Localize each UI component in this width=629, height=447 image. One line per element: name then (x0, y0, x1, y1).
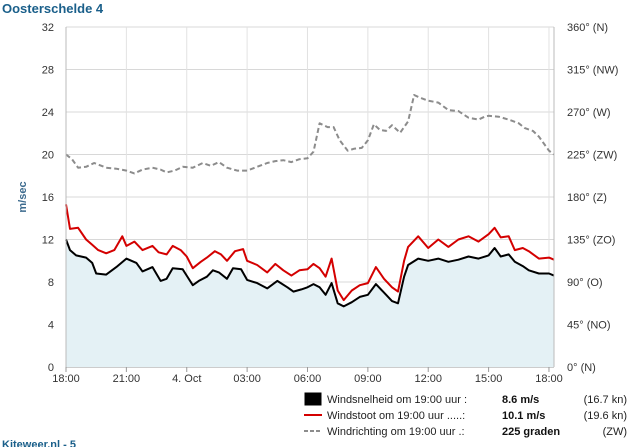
y2-tick-label: 180° (Z) (567, 192, 607, 204)
y-tick-label: 16 (42, 192, 54, 204)
y-tick-label: 8 (48, 277, 54, 289)
y-tick-label: 12 (42, 235, 54, 247)
x-tick-label: 18:00 (535, 373, 563, 385)
legend: Windsnelheid om 19:00 uur : 8.6 m/s (16.7 … (304, 392, 627, 438)
y2-tick-label: 0° (N) (567, 362, 596, 374)
y2-tick-label: 135° (ZO) (567, 235, 615, 247)
x-tick-label: 18:00 (52, 373, 80, 385)
x-tick-label: 09:00 (354, 373, 382, 385)
legend-item-windsnelheid: Windsnelheid om 19:00 uur : 8.6 m/s (16.7 … (304, 392, 627, 406)
y2-tick-label: 90° (O) (567, 277, 603, 289)
legend-extra: (19.6 kn) (584, 410, 627, 422)
x-tick-label: 12:00 (414, 373, 442, 385)
x-tick-label: 06:00 (294, 373, 322, 385)
x-tick-label: 21:00 (113, 373, 141, 385)
legend-extra: (16.7 kn) (584, 394, 627, 406)
x-tick-label: 4. Oct (172, 373, 201, 385)
legend-extra: (ZW) (603, 426, 627, 438)
series-line-windstoot (65, 204, 555, 302)
x-tick-label: 15:00 (475, 373, 503, 385)
legend-text: Windsnelheid om 19:00 uur : (327, 394, 467, 406)
footer-link[interactable]: Kiteweer.nl - 5 (2, 440, 76, 447)
legend-item-windstoot: Windstoot om 19:00 uur .....: 10.1 m/s (19… (304, 410, 627, 422)
chart-title: Oosterschelde 4 (2, 1, 104, 16)
y-tick-label: 24 (42, 107, 54, 119)
series-layer (65, 94, 555, 367)
series-area-windsnelheid (66, 239, 554, 367)
legend-value: 225 graden (502, 426, 560, 438)
y-tick-label: 28 (42, 65, 54, 77)
x-tick-label: 03:00 (233, 373, 261, 385)
legend-swatch (304, 392, 322, 406)
y-tick-label: 0 (48, 362, 54, 374)
axes: 0 4 8 12 16 20 24 28 32 0° (N) 45° (NO) 90° (O) 135°… (17, 22, 618, 385)
y2-tick-label: 315° (NW) (567, 65, 618, 77)
legend-item-windrichting: Windrichting om 19:00 uur .: 225 graden (Z… (304, 426, 627, 438)
y2-tick-label: 225° (ZW) (567, 150, 617, 162)
y2-tick-label: 360° (N) (567, 22, 608, 34)
y2-tick-label: 45° (NO) (567, 320, 611, 332)
legend-text: Windstoot om 19:00 uur .....: (327, 410, 465, 422)
y-tick-label: 20 (42, 150, 54, 162)
y-tick-label: 4 (48, 320, 54, 332)
series-line-windrichting (65, 94, 555, 175)
legend-value: 10.1 m/s (502, 410, 545, 422)
y-tick-label: 32 (42, 22, 54, 34)
y2-tick-label: 270° (W) (567, 107, 611, 119)
y-axis-label: m/sec (17, 181, 29, 212)
series-line-windsnelheid (65, 239, 555, 308)
legend-value: 8.6 m/s (502, 394, 539, 406)
legend-text: Windrichting om 19:00 uur .: (327, 426, 465, 438)
